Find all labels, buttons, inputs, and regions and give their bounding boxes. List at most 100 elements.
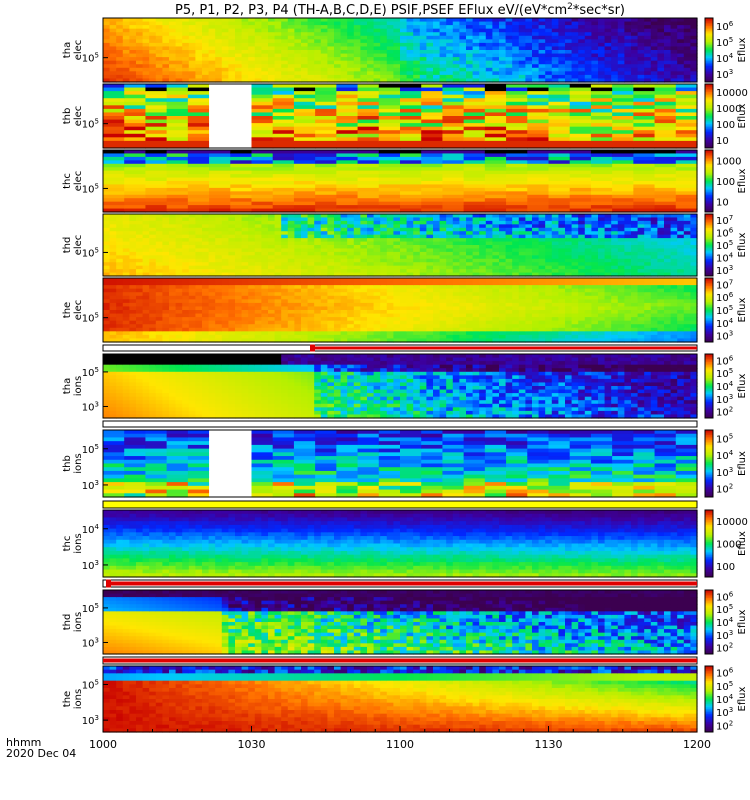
heatmap-cell [145, 187, 168, 192]
heatmap-cell [347, 57, 355, 62]
heatmap-cell [439, 35, 447, 40]
y-tick-label: 105 [82, 118, 99, 131]
heatmap-cell [122, 74, 130, 80]
heatmap-cell [590, 101, 613, 106]
heatmap-cell [182, 71, 190, 76]
heatmap-cell [175, 255, 183, 260]
heatmap-cell [675, 205, 698, 210]
heatmap-cell [400, 126, 422, 131]
heatmap-cell [360, 214, 368, 219]
heatmap-cell [294, 227, 302, 232]
heatmap-cell [230, 191, 253, 196]
heatmap-cell [195, 285, 203, 290]
heatmap-cell [301, 272, 309, 277]
heatmap-cell [301, 224, 309, 229]
heatmap-cell [485, 21, 493, 26]
heatmap-cell [136, 285, 144, 290]
heatmap-cell [442, 201, 465, 206]
heatmap-cell [380, 74, 388, 80]
heatmap-cell [631, 46, 639, 51]
heatmap-cell [122, 220, 130, 225]
heatmap-cell [532, 248, 540, 253]
heatmap-cell [327, 50, 335, 55]
heatmap-cell [433, 74, 441, 80]
heatmap-cell [525, 18, 533, 23]
heatmap-cell [670, 241, 678, 246]
heatmap-cell [499, 67, 507, 72]
heatmap-cell [248, 241, 256, 246]
heatmap-cell [378, 174, 401, 179]
heatmap-cell [492, 64, 500, 69]
heatmap-cell [109, 25, 117, 30]
heatmap-cell [604, 42, 612, 48]
heatmap-cell [215, 258, 223, 263]
heatmap-cell [188, 35, 196, 40]
heatmap-cell [675, 98, 698, 103]
heatmap-cell [347, 21, 355, 26]
colorbar-segment [705, 171, 713, 174]
heatmap-cell [442, 112, 465, 117]
colorbar-segment [705, 208, 713, 211]
heatmap-cell [215, 46, 223, 51]
heatmap-cell [347, 74, 355, 80]
heatmap-cell [499, 74, 507, 80]
heatmap-cell [611, 57, 619, 62]
heatmap-cell [426, 272, 434, 277]
heatmap-cell [182, 331, 190, 336]
heatmap-cell [293, 144, 316, 149]
heatmap-cell [202, 42, 210, 48]
heatmap-cell [235, 32, 243, 37]
heatmap-cell [287, 224, 295, 229]
heatmap-cell [484, 205, 507, 210]
heatmap-cell [433, 227, 441, 232]
heatmap-cell [617, 74, 625, 80]
heatmap-cell [228, 248, 236, 253]
heatmap-cell [320, 220, 328, 225]
heatmap-cell [532, 21, 540, 26]
heatmap-cell [188, 25, 196, 30]
heatmap-cell [565, 231, 573, 236]
heatmap-cell [512, 251, 520, 256]
heatmap-cell [690, 32, 698, 37]
heatmap-cell [426, 231, 434, 236]
colorbar-segment [705, 146, 713, 149]
heatmap-cell [624, 272, 632, 277]
heatmap-cell [287, 39, 295, 44]
heatmap-cell [175, 295, 183, 300]
heatmap-cell [538, 258, 546, 263]
heatmap-cell [327, 60, 335, 65]
heatmap-cell [314, 42, 322, 48]
heatmap-cell [571, 231, 579, 236]
heatmap-cell [169, 71, 177, 76]
heatmap-cell [380, 220, 388, 225]
heatmap-cell [675, 84, 698, 89]
heatmap-cell [604, 214, 612, 219]
heatmap-cell [254, 42, 262, 48]
heatmap-cell [683, 231, 691, 236]
heatmap-cell [380, 42, 388, 48]
heatmap-cell [654, 94, 677, 99]
heatmap-cell [612, 201, 634, 206]
heatmap-cell [116, 238, 124, 243]
heatmap-cell [149, 28, 157, 33]
heatmap-cell [421, 84, 444, 89]
heatmap-cell [633, 205, 656, 210]
heatmap-cell [578, 248, 586, 253]
heatmap-cell [479, 25, 487, 30]
heatmap-cell [617, 231, 625, 236]
heatmap-cell [675, 181, 698, 186]
heatmap-cell [122, 245, 130, 250]
heatmap-cell [268, 231, 276, 236]
colorbar-segment [705, 187, 713, 190]
heatmap-cell [251, 105, 274, 110]
heatmap-cell [162, 18, 170, 23]
heatmap-cell [446, 28, 454, 33]
heatmap-cell [195, 295, 203, 300]
heatmap-cell [251, 101, 274, 106]
heatmap-cell [294, 50, 302, 55]
heatmap-cell [261, 262, 269, 267]
heatmap-cell [254, 53, 262, 58]
heatmap-cell [463, 194, 486, 199]
heatmap-cell [637, 231, 645, 236]
heatmap-cell [548, 181, 571, 186]
